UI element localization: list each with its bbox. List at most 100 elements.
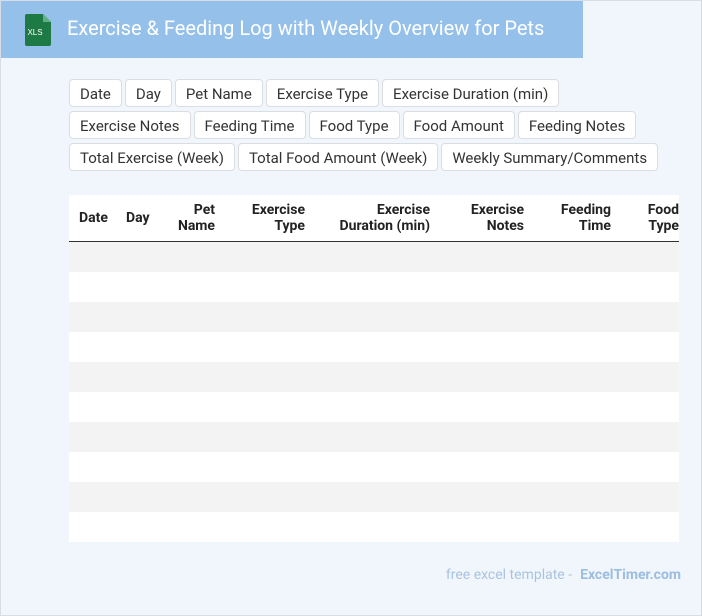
table-cell <box>532 422 619 452</box>
table-cell <box>223 452 313 482</box>
field-chip[interactable]: Total Exercise (Week) <box>69 143 235 171</box>
table-cell <box>313 422 438 452</box>
table-row <box>69 302 679 332</box>
table-cell <box>532 482 619 512</box>
table-cell <box>619 272 679 302</box>
table-cell <box>438 272 532 302</box>
table-cell <box>313 452 438 482</box>
table-row <box>69 452 679 482</box>
field-chip[interactable]: Day <box>124 79 172 107</box>
table-cell <box>161 512 223 542</box>
table-cell <box>532 332 619 362</box>
table-cell <box>313 332 438 362</box>
table-cell <box>161 452 223 482</box>
table-cell <box>69 392 116 422</box>
table-cell <box>223 272 313 302</box>
footer-link[interactable]: ExcelTimer.com <box>580 567 681 583</box>
table-cell <box>116 422 161 452</box>
column-header: Exercise Notes <box>438 195 532 242</box>
table-cell <box>116 392 161 422</box>
table-cell <box>438 392 532 422</box>
field-chip[interactable]: Food Type <box>308 111 400 139</box>
table-cell <box>438 302 532 332</box>
table-cell <box>438 452 532 482</box>
table-cell <box>438 482 532 512</box>
header-bar: XLS Exercise & Feeding Log with Weekly O… <box>1 1 583 58</box>
table-cell <box>532 272 619 302</box>
column-header: Food Type <box>619 195 679 242</box>
log-table: Date Day Pet Name Exercise Type Exercise Dur… <box>69 195 679 542</box>
column-header: Exercise Duration (min) <box>313 195 438 242</box>
table-row <box>69 392 679 422</box>
table-cell <box>161 241 223 272</box>
field-chip[interactable]: Feeding Notes <box>517 111 637 139</box>
column-header: Date <box>69 195 116 242</box>
table-cell <box>69 241 116 272</box>
footer-text: free excel template - <box>445 567 573 583</box>
icon-label: XLS <box>27 28 42 37</box>
field-chip[interactable]: Date <box>69 79 122 107</box>
table-cell <box>69 332 116 362</box>
table-row <box>69 512 679 542</box>
table-cell <box>313 482 438 512</box>
table-cell <box>116 482 161 512</box>
table-row <box>69 362 679 392</box>
table-cell <box>223 422 313 452</box>
table-cell <box>116 241 161 272</box>
xls-icon: XLS <box>25 14 51 46</box>
table-cell <box>116 512 161 542</box>
table-cell <box>619 422 679 452</box>
table-cell <box>69 362 116 392</box>
table-cell <box>161 332 223 362</box>
table-row <box>69 272 679 302</box>
table-cell <box>223 392 313 422</box>
table-cell <box>69 482 116 512</box>
field-chip[interactable]: Total Food Amount (Week) <box>237 143 439 171</box>
field-chip[interactable]: Exercise Type <box>265 79 380 107</box>
table-cell <box>161 302 223 332</box>
field-chip[interactable]: Exercise Duration (min) <box>382 79 560 107</box>
field-chip[interactable]: Pet Name <box>174 79 263 107</box>
table-cell <box>313 362 438 392</box>
table-cell <box>438 332 532 362</box>
table-row <box>69 482 679 512</box>
table-cell <box>116 272 161 302</box>
table-cell <box>69 272 116 302</box>
table-cell <box>532 302 619 332</box>
field-chip[interactable]: Feeding Time <box>193 111 306 139</box>
table-cell <box>313 272 438 302</box>
field-chip[interactable]: Food Amount <box>402 111 515 139</box>
table-cell <box>161 362 223 392</box>
table-cell <box>619 512 679 542</box>
table-cell <box>619 392 679 422</box>
table-cell <box>161 482 223 512</box>
table-cell <box>313 512 438 542</box>
column-header: Feeding Time <box>532 195 619 242</box>
table-cell <box>619 362 679 392</box>
table-cell <box>532 452 619 482</box>
table-cell <box>532 512 619 542</box>
table-cell <box>69 512 116 542</box>
field-chip[interactable]: Exercise Notes <box>69 111 191 139</box>
table-cell <box>313 392 438 422</box>
table-cell <box>116 332 161 362</box>
table-cell <box>116 452 161 482</box>
table-row <box>69 332 679 362</box>
column-header: Exercise Type <box>223 195 313 242</box>
table-cell <box>223 332 313 362</box>
table-row <box>69 241 679 272</box>
table-cell <box>161 422 223 452</box>
table-cell <box>223 512 313 542</box>
table-cell <box>223 362 313 392</box>
table-cell <box>438 241 532 272</box>
footer: free excel template - ExcelTimer.com <box>446 567 681 583</box>
table-cell <box>161 392 223 422</box>
table-cell <box>69 302 116 332</box>
table-cell <box>438 362 532 392</box>
table-cell <box>161 272 223 302</box>
table-cell <box>438 422 532 452</box>
table-cell <box>532 362 619 392</box>
table-cell <box>619 302 679 332</box>
field-chip[interactable]: Weekly Summary/Comments <box>441 143 659 171</box>
